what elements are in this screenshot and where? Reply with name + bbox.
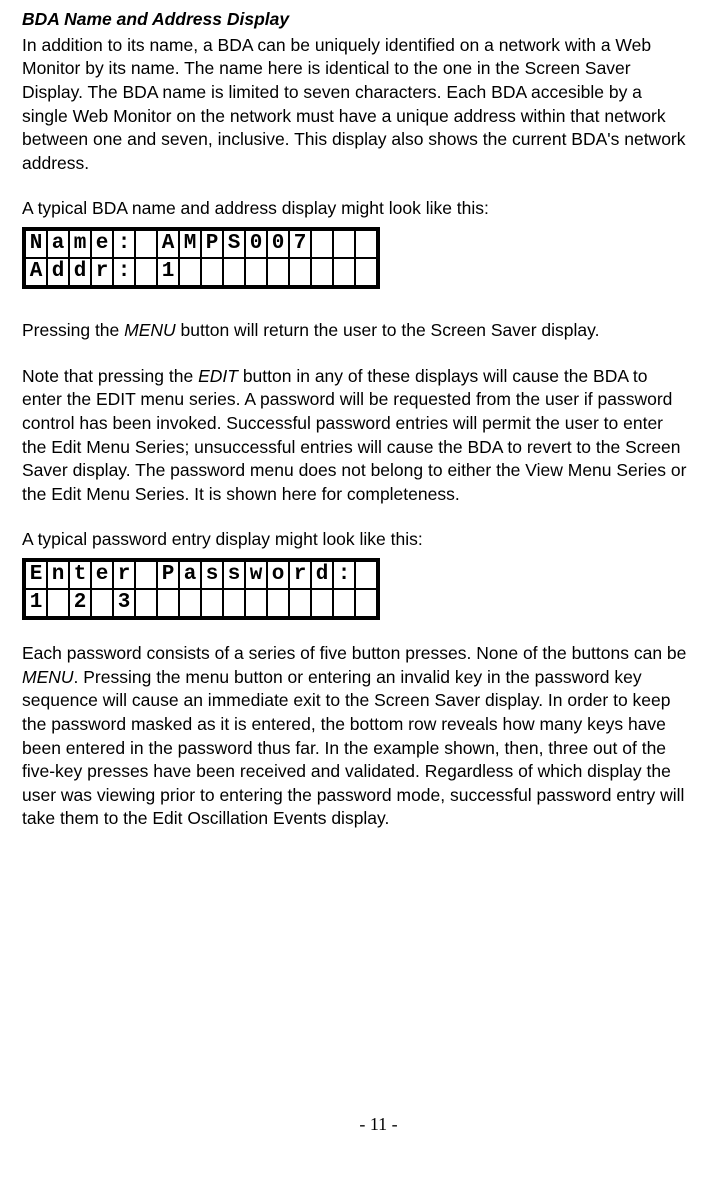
lcd-cell: 2	[69, 589, 91, 617]
text: Pressing the	[22, 320, 124, 340]
lcd-cell: A	[25, 258, 47, 286]
lcd-row: Addr:1	[25, 258, 377, 286]
lcd-cell: 3	[113, 589, 135, 617]
password-caption: A typical password entry display might l…	[22, 528, 691, 552]
lcd-cell	[223, 589, 245, 617]
text: Each password consists of a series of fi…	[22, 643, 686, 663]
lcd-cell	[245, 589, 267, 617]
lcd-cell: e	[91, 561, 113, 589]
lcd-cell	[179, 589, 201, 617]
lcd-cell	[333, 258, 355, 286]
lcd-cell: A	[157, 230, 179, 258]
lcd-cell: E	[25, 561, 47, 589]
lcd-cell	[47, 589, 69, 617]
lcd-cell	[311, 589, 333, 617]
text: . Pressing the menu button or entering a…	[22, 667, 684, 829]
menu-keyword: MENU	[124, 320, 176, 340]
lcd-cell: M	[179, 230, 201, 258]
lcd-cell	[245, 258, 267, 286]
menu-keyword-2: MENU	[22, 667, 74, 687]
menu-return-note: Pressing the MENU button will return the…	[22, 319, 691, 343]
lcd-cell	[91, 589, 113, 617]
lcd-cell: r	[113, 561, 135, 589]
lcd-cell	[333, 589, 355, 617]
lcd-cell: a	[179, 561, 201, 589]
edit-keyword: EDIT	[198, 366, 238, 386]
section-title: BDA Name and Address Display	[22, 8, 691, 32]
text: button in any of these displays will cau…	[22, 366, 686, 504]
lcd-cell	[267, 589, 289, 617]
lcd-cell: o	[267, 561, 289, 589]
lcd-cell: t	[69, 561, 91, 589]
lcd-cell	[355, 561, 377, 589]
lcd-cell: w	[245, 561, 267, 589]
lcd-cell: 0	[245, 230, 267, 258]
lcd-cell: 7	[289, 230, 311, 258]
lcd-cell: d	[311, 561, 333, 589]
password-lcd: EnterPassword:123	[22, 558, 380, 620]
lcd-cell: :	[333, 561, 355, 589]
lcd-cell	[355, 230, 377, 258]
lcd-cell	[135, 589, 157, 617]
text: Note that pressing the	[22, 366, 198, 386]
lcd-cell	[289, 258, 311, 286]
name-addr-caption: A typical BDA name and address display m…	[22, 197, 691, 221]
lcd-cell: :	[113, 258, 135, 286]
lcd-cell	[311, 258, 333, 286]
lcd-cell: d	[69, 258, 91, 286]
lcd-cell: 1	[157, 258, 179, 286]
lcd-row: 123	[25, 589, 377, 617]
lcd-cell: 0	[267, 230, 289, 258]
edit-note-paragraph: Note that pressing the EDIT button in an…	[22, 365, 691, 507]
lcd-cell	[135, 258, 157, 286]
name-address-lcd: Name:AMPS007Addr:1	[22, 227, 380, 289]
lcd-row: EnterPassword:	[25, 561, 377, 589]
lcd-cell: s	[223, 561, 245, 589]
lcd-cell: s	[201, 561, 223, 589]
lcd-cell	[179, 258, 201, 286]
lcd-cell	[355, 258, 377, 286]
lcd-cell: a	[47, 230, 69, 258]
lcd-cell	[157, 589, 179, 617]
intro-paragraph: In addition to its name, a BDA can be un…	[22, 34, 691, 176]
lcd-cell: N	[25, 230, 47, 258]
page-number: - 11 -	[22, 1112, 713, 1136]
lcd-cell	[135, 561, 157, 589]
lcd-cell: e	[91, 230, 113, 258]
lcd-cell	[289, 589, 311, 617]
lcd-cell: P	[201, 230, 223, 258]
password-explain-paragraph: Each password consists of a series of fi…	[22, 642, 691, 831]
lcd-row: Name: AMPS007	[25, 230, 377, 258]
lcd-cell: :	[113, 230, 135, 258]
lcd-cell	[311, 230, 333, 258]
text: button will return the user to the Scree…	[176, 320, 600, 340]
lcd-cell: r	[91, 258, 113, 286]
lcd-cell	[201, 258, 223, 286]
lcd-cell: 1	[25, 589, 47, 617]
lcd-cell	[135, 230, 157, 258]
lcd-cell: n	[47, 561, 69, 589]
lcd-cell	[201, 589, 223, 617]
lcd-cell	[333, 230, 355, 258]
lcd-cell	[267, 258, 289, 286]
lcd-cell	[223, 258, 245, 286]
lcd-cell: S	[223, 230, 245, 258]
lcd-cell: r	[289, 561, 311, 589]
lcd-cell: m	[69, 230, 91, 258]
lcd-cell: P	[157, 561, 179, 589]
lcd-cell: d	[47, 258, 69, 286]
lcd-cell	[355, 589, 377, 617]
